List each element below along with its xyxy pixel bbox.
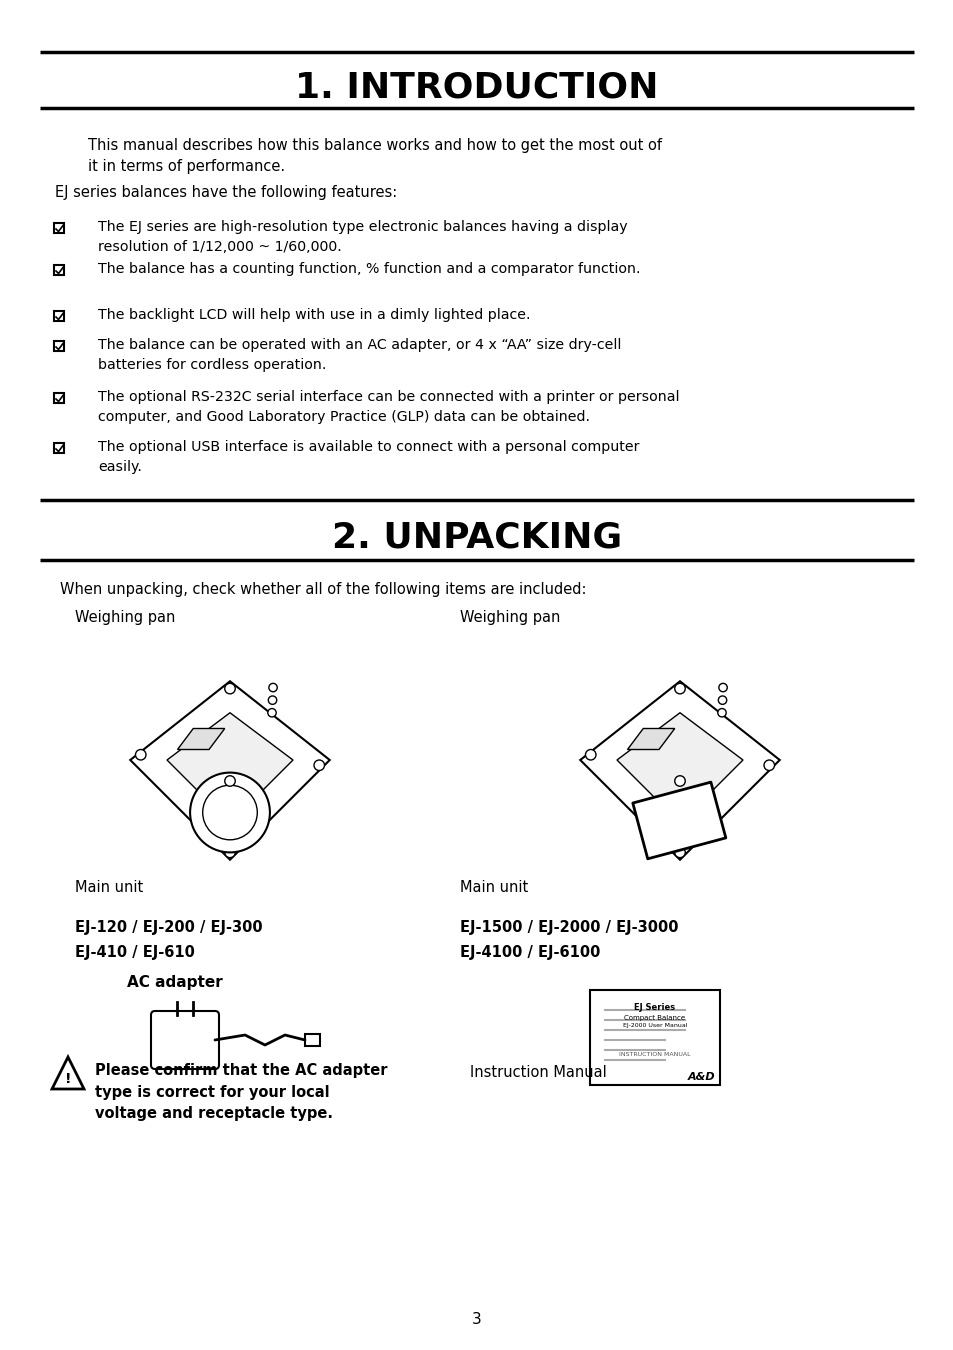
Polygon shape <box>579 682 779 860</box>
Text: EJ series balances have the following features:: EJ series balances have the following fe… <box>55 185 396 200</box>
FancyBboxPatch shape <box>305 1034 319 1046</box>
Text: 3: 3 <box>472 1312 481 1327</box>
Text: 1. INTRODUCTION: 1. INTRODUCTION <box>294 72 659 105</box>
Polygon shape <box>131 682 330 860</box>
Circle shape <box>314 760 324 771</box>
Text: EJ-120 / EJ-200 / EJ-300: EJ-120 / EJ-200 / EJ-300 <box>75 919 262 936</box>
Text: EJ Series: EJ Series <box>634 1003 675 1012</box>
Circle shape <box>269 683 277 691</box>
Text: AC adapter: AC adapter <box>127 975 223 990</box>
Text: Main unit: Main unit <box>459 880 528 895</box>
Circle shape <box>202 786 257 840</box>
FancyBboxPatch shape <box>54 393 64 404</box>
Circle shape <box>225 848 235 857</box>
FancyBboxPatch shape <box>589 990 720 1085</box>
Text: Main unit: Main unit <box>75 880 143 895</box>
Text: Compact Balance: Compact Balance <box>624 1015 685 1021</box>
Polygon shape <box>632 782 725 859</box>
Polygon shape <box>167 713 293 824</box>
FancyBboxPatch shape <box>54 265 64 275</box>
Polygon shape <box>617 713 742 824</box>
Circle shape <box>674 683 684 694</box>
Text: EJ-2000 User Manual: EJ-2000 User Manual <box>622 1022 686 1027</box>
Text: The EJ series are high-resolution type electronic balances having a display
reso: The EJ series are high-resolution type e… <box>98 220 627 254</box>
Circle shape <box>585 749 596 760</box>
Circle shape <box>225 683 235 694</box>
Text: The optional RS-232C serial interface can be connected with a printer or persona: The optional RS-232C serial interface ca… <box>98 390 679 424</box>
Circle shape <box>268 709 276 717</box>
Circle shape <box>674 776 684 786</box>
Text: Weighing pan: Weighing pan <box>75 610 175 625</box>
FancyBboxPatch shape <box>54 310 64 321</box>
Circle shape <box>674 848 684 857</box>
Text: Please confirm that the AC adapter
type is correct for your local
voltage and re: Please confirm that the AC adapter type … <box>95 1062 387 1122</box>
Text: 2. UNPACKING: 2. UNPACKING <box>332 521 621 555</box>
Polygon shape <box>627 729 674 749</box>
Circle shape <box>763 760 774 771</box>
Text: EJ-1500 / EJ-2000 / EJ-3000: EJ-1500 / EJ-2000 / EJ-3000 <box>459 919 678 936</box>
Circle shape <box>225 776 235 786</box>
Text: A&D: A&D <box>687 1072 715 1081</box>
Text: The balance can be operated with an AC adapter, or 4 x “AA” size dry-cell
batter: The balance can be operated with an AC a… <box>98 338 620 373</box>
Text: EJ-4100 / EJ-6100: EJ-4100 / EJ-6100 <box>459 945 599 960</box>
Text: !: ! <box>65 1072 71 1085</box>
Text: Weighing pan: Weighing pan <box>459 610 559 625</box>
Circle shape <box>135 749 146 760</box>
Circle shape <box>190 772 270 852</box>
Text: This manual describes how this balance works and how to get the most out of
it i: This manual describes how this balance w… <box>88 138 661 174</box>
FancyBboxPatch shape <box>151 1011 219 1069</box>
Text: INSTRUCTION MANUAL: INSTRUCTION MANUAL <box>618 1053 690 1057</box>
Text: When unpacking, check whether all of the following items are included:: When unpacking, check whether all of the… <box>60 582 586 597</box>
Circle shape <box>268 697 276 705</box>
Polygon shape <box>52 1057 84 1089</box>
Text: The balance has a counting function, % function and a comparator function.: The balance has a counting function, % f… <box>98 262 639 275</box>
Polygon shape <box>177 729 225 749</box>
Text: EJ-410 / EJ-610: EJ-410 / EJ-610 <box>75 945 194 960</box>
Circle shape <box>718 697 726 705</box>
Circle shape <box>719 683 726 691</box>
FancyBboxPatch shape <box>54 223 64 234</box>
FancyBboxPatch shape <box>54 342 64 351</box>
Text: The optional USB interface is available to connect with a personal computer
easi: The optional USB interface is available … <box>98 440 639 474</box>
Circle shape <box>717 709 725 717</box>
Text: Instruction Manual: Instruction Manual <box>470 1065 606 1080</box>
Text: The backlight LCD will help with use in a dimly lighted place.: The backlight LCD will help with use in … <box>98 308 530 323</box>
FancyBboxPatch shape <box>54 443 64 454</box>
